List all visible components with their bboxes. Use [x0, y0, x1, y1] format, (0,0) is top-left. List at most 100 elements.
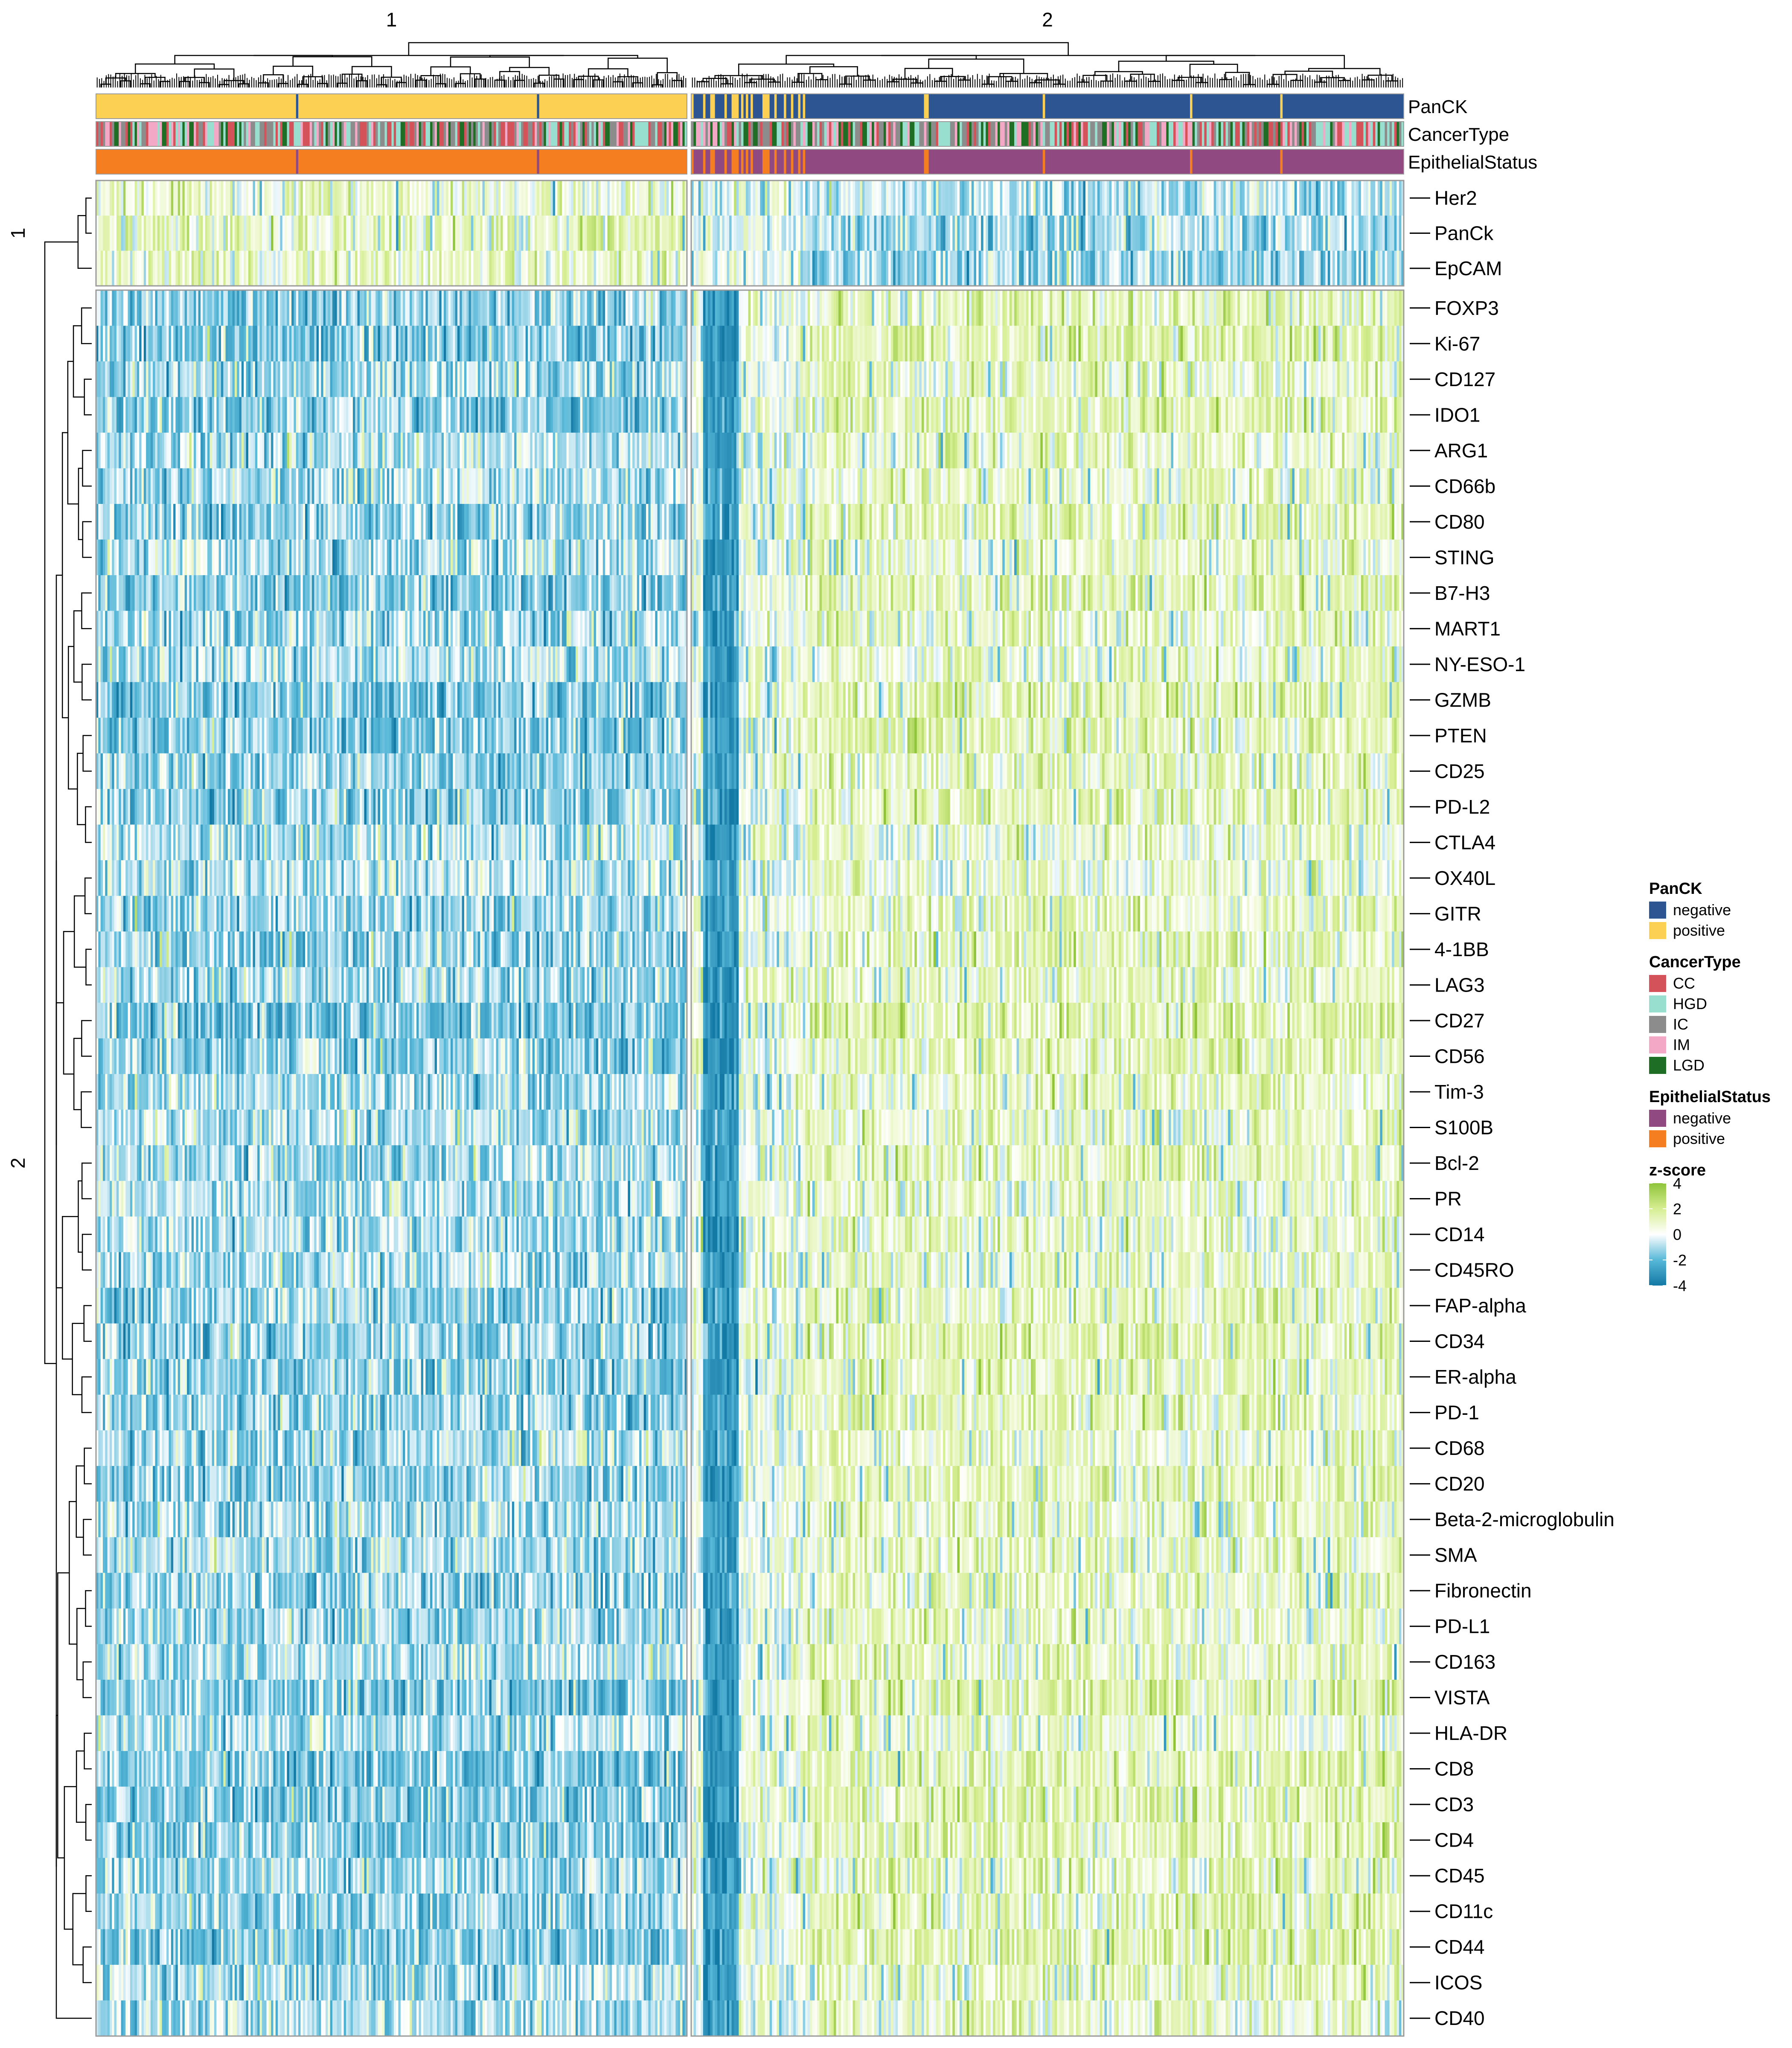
heatmap-cell [691, 290, 694, 326]
heatmap-cell [350, 250, 353, 286]
heatmap-cell [812, 326, 815, 362]
heatmap-cell [1254, 250, 1257, 286]
annotation-cell [1223, 94, 1226, 119]
annotation-cell [628, 94, 631, 119]
heatmap-cell [1370, 290, 1373, 326]
heatmap-cell [966, 250, 969, 286]
annotation-cell [883, 122, 887, 146]
heatmap-cell [289, 290, 292, 326]
heatmap-cell [960, 215, 963, 251]
heatmap-cell [487, 290, 490, 326]
heatmap-cell [209, 215, 212, 251]
heatmap-cell [430, 215, 433, 251]
heatmap-cell [134, 250, 137, 286]
annotation-cell [271, 122, 274, 146]
heatmap-cell [548, 180, 551, 216]
annotation-cell [1283, 149, 1286, 174]
heatmap-cell [705, 250, 708, 286]
annotation-cell [862, 122, 865, 146]
annotation-cell [664, 94, 667, 119]
heatmap-cell [998, 290, 1001, 326]
annotation-cell [312, 94, 314, 119]
heatmap-cell [123, 326, 126, 362]
annotation-cell [1026, 149, 1029, 174]
heatmap-cell [309, 290, 312, 326]
heatmap-cell [748, 180, 751, 216]
annotation-cell [171, 94, 174, 119]
heatmap-cell [812, 180, 815, 216]
annotation-cell [1228, 94, 1231, 119]
heatmap-cell [473, 326, 476, 362]
heatmap-cell [1164, 250, 1167, 286]
annotation-cell [715, 122, 718, 146]
heatmap-cell [765, 180, 768, 216]
heatmap-cell [1387, 215, 1390, 251]
heatmap-cell [1033, 250, 1036, 286]
heatmap-cell [298, 326, 301, 362]
heatmap-cell [462, 326, 465, 362]
heatmap-cell [671, 180, 674, 216]
annotation-cell [194, 149, 196, 174]
heatmap-cell [1311, 290, 1314, 326]
annotation-cell [641, 94, 644, 119]
heatmap-cell [119, 180, 122, 216]
heatmap-cell [300, 215, 303, 251]
heatmap-cell [910, 290, 913, 326]
annotation-cell [380, 94, 383, 119]
heatmap-cell [153, 180, 156, 216]
heatmap-cell [396, 326, 399, 362]
heatmap-cell [289, 250, 292, 286]
heatmap-cell [621, 290, 624, 326]
heatmap-cell [948, 290, 951, 326]
heatmap-cell [530, 250, 533, 286]
heatmap-cell [559, 290, 562, 326]
heatmap-cell [1187, 180, 1190, 216]
heatmap-cell [1133, 290, 1136, 326]
heatmap-cell [535, 290, 538, 326]
heatmap-cell [912, 290, 915, 326]
heatmap-cell [784, 250, 787, 286]
annotation-cell [910, 94, 913, 119]
heatmap-cell [230, 290, 233, 326]
heatmap-cell [130, 180, 133, 216]
heatmap-cell [184, 215, 187, 251]
heatmap-cell [1002, 215, 1005, 251]
heatmap-cell [748, 250, 751, 286]
heatmap-cell [412, 290, 415, 326]
heatmap-cell [707, 290, 711, 326]
heatmap-cell [1204, 215, 1207, 251]
heatmap-cell [246, 215, 249, 251]
annotation-cell [546, 122, 549, 146]
heatmap-cell [950, 250, 953, 286]
heatmap-cell [541, 290, 544, 326]
heatmap-cell [1047, 180, 1050, 216]
heatmap-cell [964, 250, 967, 286]
annotation-cell [150, 122, 153, 146]
heatmap-cell [729, 326, 732, 362]
annotation-cell [296, 149, 299, 174]
annotation-cell [850, 94, 853, 119]
heatmap-cell [680, 326, 683, 362]
heatmap-cell [772, 180, 775, 216]
heatmap-cell [657, 180, 660, 216]
annotation-cell [1187, 94, 1190, 119]
annotation-cell [264, 122, 267, 146]
annotation-cell [268, 94, 271, 119]
annotation-cell [717, 122, 720, 146]
annotation-cell [559, 149, 562, 174]
heatmap-cell [696, 215, 699, 251]
heatmap-cell [1287, 180, 1290, 216]
annotation-cell [1256, 94, 1260, 119]
heatmap-cell [398, 180, 401, 216]
heatmap-cell [1033, 215, 1036, 251]
heatmap-cell [1294, 250, 1297, 286]
heatmap-cell [841, 180, 844, 216]
heatmap-cell [890, 180, 893, 216]
annotation-cell [107, 149, 110, 174]
heatmap-cell [523, 250, 526, 286]
heatmap-cell [448, 326, 451, 362]
heatmap-cell [793, 290, 796, 326]
heatmap-cell [1263, 180, 1266, 216]
heatmap-cell [262, 290, 265, 326]
heatmap-cell [1239, 250, 1243, 286]
